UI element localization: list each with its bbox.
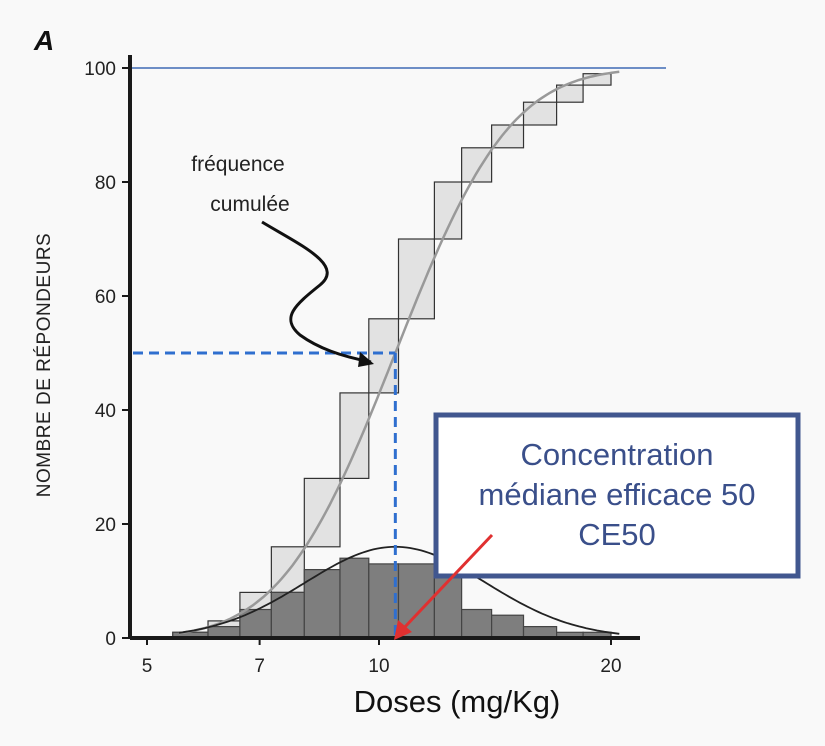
cumulative-bar <box>491 124 525 149</box>
callout-line2: médiane efficace 50 <box>479 477 756 512</box>
cumulative-bar <box>522 101 558 126</box>
callout-arrowhead <box>394 620 412 640</box>
histogram-bar <box>491 614 525 639</box>
histogram-bar <box>368 563 400 639</box>
y-tick-label: 20 <box>95 515 116 536</box>
histogram-bar <box>239 608 272 639</box>
panel-label: A <box>33 25 54 56</box>
y-tick-label: 60 <box>95 287 116 308</box>
density-curve <box>178 545 620 635</box>
y-tick-label: 40 <box>95 401 116 422</box>
x-tick-label: 20 <box>600 656 621 677</box>
callout-box <box>433 412 801 579</box>
x-axis-label: Doses (mg/Kg) <box>354 684 561 719</box>
y-tick-label: 100 <box>84 59 116 80</box>
callout-line1: Concentration <box>520 437 713 472</box>
y-tick-label: 80 <box>95 173 116 194</box>
cumulative-bar <box>303 477 341 548</box>
y-axis-label: NOMBRE DE RÉPONDEURS <box>34 233 55 497</box>
x-tick-label: 7 <box>254 656 265 677</box>
y-tick-label: 0 <box>105 629 116 650</box>
median-guides <box>125 67 666 638</box>
histogram-bar <box>461 608 493 639</box>
cumulative-bar <box>397 238 435 320</box>
curve-label-line2: cumulée <box>210 193 289 216</box>
histogram-bar <box>339 557 370 639</box>
fitted-curves <box>178 70 620 635</box>
curve-label-pointer <box>261 220 372 364</box>
x-tick-label: 5 <box>142 656 153 677</box>
y-ticks: 0 20 40 60 80 100 <box>84 59 130 650</box>
curve-label-line1: fréquence <box>191 153 284 176</box>
histogram-bar <box>433 574 463 639</box>
curve-label-arrowhead <box>358 352 374 367</box>
axes <box>128 55 640 640</box>
x-tick-label: 10 <box>368 656 389 677</box>
cumulative-bar <box>339 392 370 479</box>
x-ticks: 5 7 10 20 <box>142 638 622 677</box>
callout-arrow-shaft <box>400 533 494 632</box>
cumulative-bar <box>556 84 584 103</box>
cumulative-curve <box>178 70 620 635</box>
cumulative-bar <box>461 147 493 183</box>
callout-line3: CE50 <box>578 517 656 552</box>
